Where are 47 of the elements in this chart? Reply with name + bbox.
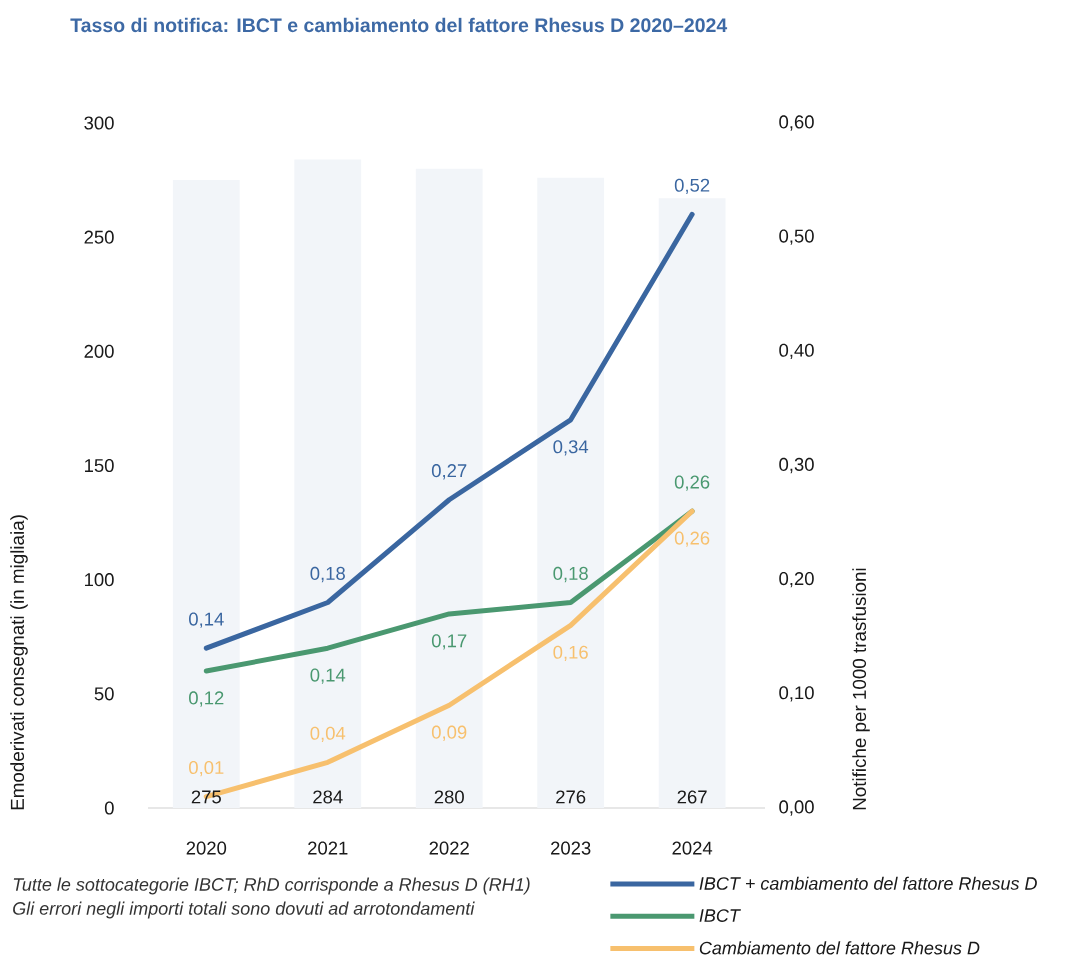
y-tick-label: 200 (84, 344, 114, 358)
data-label: 0,26 (674, 475, 710, 491)
data-label: 0,52 (674, 178, 710, 194)
x-tick-label: 2024 (672, 841, 713, 855)
x-tick-label: 2023 (551, 841, 591, 855)
data-label: 0,16 (553, 645, 588, 661)
data-label: 0,26 (674, 531, 710, 547)
data-label: 0,14 (310, 668, 346, 684)
x-tick-label: 2021 (308, 841, 348, 855)
data-label: 275 (191, 790, 221, 804)
y-tick-label: 300 (84, 116, 114, 130)
y-tick-label: 0 (104, 801, 114, 815)
data-label: 276 (556, 790, 586, 804)
y2-tick-label: 0,30 (779, 457, 814, 474)
data-label: 0,04 (310, 726, 346, 742)
y-tick-label: 50 (94, 687, 114, 701)
y-tick-label: 100 (85, 573, 114, 587)
data-label: 0,18 (553, 566, 588, 583)
y-tick-label: 150 (85, 458, 114, 473)
x-tick-label: 2020 (186, 841, 227, 855)
y2-tick-label: 0,50 (779, 229, 814, 245)
y2-tick-label: 0,00 (779, 800, 814, 816)
legend-label: IBCT + cambiamento del fattore Rhesus D (699, 876, 1037, 890)
data-label: 0,01 (189, 760, 224, 777)
chart-title: Tasso di notifica: IBCT e cambiamento del fattore Rhesus D 2020–2024 (70, 17, 728, 33)
data-label: 280 (434, 790, 464, 804)
data-label: 0,12 (189, 691, 224, 707)
data-label: 0,09 (431, 725, 467, 741)
data-label: 284 (313, 790, 343, 804)
data-label: 0,14 (189, 612, 224, 628)
text: Gli errori negli importi totali sono dovuti ad arrotondamenti (13, 901, 475, 919)
y-axis-title: Emoderivati consegnati (in migliaia) (10, 515, 28, 810)
data-label: 0,18 (310, 566, 345, 583)
text: Tutte le sottocategorie IBCT; RhD corrisponde a Rhesus D (RH1) (13, 877, 530, 895)
data-label: 0,17 (431, 634, 467, 650)
legend-label: Cambiamento del fattore Rhesus D (699, 941, 980, 955)
data-label: 0,34 (553, 440, 589, 456)
y2-tick-label: 0,10 (779, 686, 814, 702)
y-tick-label: 250 (84, 230, 114, 244)
data-label: 0,27 (431, 464, 467, 480)
data-label: 267 (677, 790, 707, 804)
y2-axis-title: Notifiche per 1000 trasfusioni (852, 568, 870, 810)
legend-label: IBCT (699, 909, 741, 922)
y2-tick-label: 0,20 (779, 572, 814, 588)
x-tick-label: 2022 (429, 841, 469, 855)
y2-tick-label: 0,60 (779, 115, 814, 131)
y2-tick-label: 0,40 (779, 343, 814, 359)
